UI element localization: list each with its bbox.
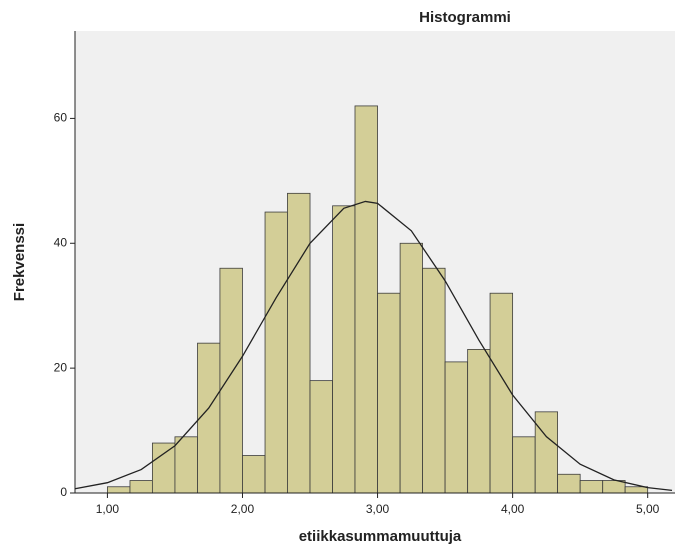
y-tick-label: 60: [54, 111, 68, 125]
x-tick-label: 4,00: [501, 502, 525, 516]
bar: [444, 361, 469, 494]
bar: [557, 473, 581, 494]
x-tick-label: 5,00: [636, 502, 660, 516]
bar: [467, 349, 491, 494]
y-tick-label: 40: [54, 235, 68, 249]
bar: [332, 205, 356, 494]
bar: [264, 211, 288, 494]
normal-curve: [74, 200, 673, 492]
bar: [422, 267, 446, 494]
bar: [377, 292, 401, 494]
y-tick-label: 0: [60, 485, 67, 499]
bar: [624, 486, 649, 494]
bar: [489, 292, 514, 494]
chart-title: Histogrammi: [419, 9, 511, 26]
y-tick-label: 20: [54, 360, 68, 374]
bar: [309, 380, 333, 494]
bar: [534, 411, 558, 494]
bar: [242, 455, 266, 494]
bar: [602, 480, 626, 494]
x-tick-label: 2,00: [231, 502, 255, 516]
bar: [512, 436, 536, 494]
bar: [107, 486, 131, 494]
bar: [579, 480, 604, 494]
bar: [174, 436, 198, 494]
bar: [354, 105, 378, 494]
bar: [151, 442, 176, 494]
bar: [287, 192, 311, 494]
bar: [129, 480, 153, 494]
x-tick-label: 1,00: [96, 502, 120, 516]
y-axis-label: Frekvenssi: [11, 223, 28, 301]
x-axis-label: etiikkasummamuuttuja: [299, 528, 462, 545]
bar: [399, 242, 423, 494]
bar: [219, 267, 243, 494]
bar: [197, 342, 221, 494]
x-tick-label: 3,00: [366, 502, 390, 516]
